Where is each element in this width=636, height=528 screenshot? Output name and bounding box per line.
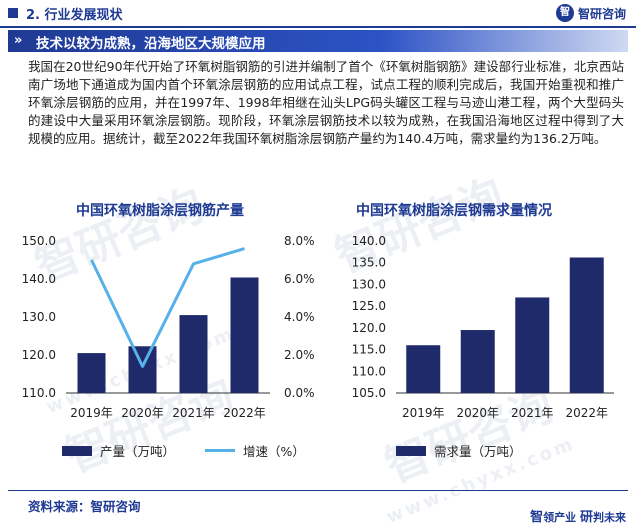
section-square-icon [8,8,18,18]
y-tick-label: 115.0 [352,343,386,357]
y2-tick-label: 2.0% [284,348,315,362]
x-tick-label: 2020年 [456,406,499,420]
section-title: 2. 行业发展现状 [26,4,123,23]
x-tick-label: 2022年 [565,406,608,420]
chart2-title: 中国环氧树脂涂层钢需求量情况 [356,200,552,220]
y2-tick-label: 8.0% [284,234,315,248]
bar [231,277,259,393]
y-tick-label: 110.0 [22,386,56,400]
legend-label: 产量（万吨） [100,441,175,460]
slogan-text: 领产业 [543,511,576,524]
footer-divider [8,490,628,491]
x-tick-label: 2020年 [121,406,164,420]
x-tick-label: 2019年 [402,406,445,420]
y-tick-label: 130.0 [22,310,56,324]
body-paragraph: 我国在20世纪90年代开始了环氧树脂钢筋的引进并编制了首个《环氧树脂钢筋》建设部… [28,58,624,148]
y-tick-label: 130.0 [352,277,386,291]
legend-item-bar: 产量（万吨） [62,441,175,460]
legend-bar-swatch [396,446,426,456]
banner-title: 技术以较为成熟，沿海地区大规模应用 [36,32,266,52]
y-tick-label: 110.0 [352,364,386,378]
chart1-legend: 产量（万吨） 增速（%） [62,441,335,460]
legend-item-line: 增速（%） [205,441,305,460]
slogan-char: 智 [530,510,543,525]
legend-item-bar: 需求量（万吨） [396,441,522,460]
x-tick-label: 2021年 [511,406,554,420]
y-tick-label: 150.0 [22,234,56,248]
legend-label: 需求量（万吨） [434,441,522,460]
y2-tick-label: 0.0% [284,386,315,400]
y-tick-label: 125.0 [352,299,386,313]
y2-tick-label: 6.0% [284,272,315,286]
bar [78,353,106,393]
slogan: 智领产业 研判未来 [530,506,626,525]
y2-tick-label: 4.0% [284,310,315,324]
slogan-char: 研 [580,510,593,525]
double-chevron-icon: » [14,33,22,48]
bar [570,258,604,393]
bar [406,345,440,393]
demand-chart: 105.0 110.0 115.0 120.0 125.0 130.0 135.0 140.0… [318,225,636,450]
header-bar: 2. 行业发展现状 智 智研咨询 [0,0,636,28]
bar [461,330,495,393]
brand-logo: 智 智研咨询 [556,4,626,22]
legend-label: 增速（%） [243,441,305,460]
subtitle-banner: » 技术以较为成熟，沿海地区大规模应用 [8,30,628,52]
y-tick-label: 135.0 [352,256,386,270]
legend-bar-swatch [62,446,92,456]
legend-line-swatch [205,449,235,452]
y-tick-label: 120.0 [352,321,386,335]
y-tick-label: 105.0 [352,386,386,400]
bar [515,297,549,393]
slogan-text: 判未来 [593,511,626,524]
growth-line [92,249,245,367]
x-tick-label: 2019年 [70,406,113,420]
y-tick-label: 140.0 [22,272,56,286]
logo-name: 智研咨询 [578,5,626,22]
source-note: 资料来源：智研咨询 [28,496,141,515]
bar [129,346,157,393]
bar [180,315,208,393]
production-chart: 110.0 120.0 130.0 140.0 150.0 0.0% 2.0% 4.0% 6.0… [0,225,318,450]
x-tick-label: 2022年 [223,406,266,420]
chart2-legend: 需求量（万吨） [396,441,552,460]
logo-icon: 智 [556,4,574,22]
chart1-title: 中国环氧树脂涂层钢筋产量 [76,200,244,220]
y-tick-label: 140.0 [352,234,386,248]
x-tick-label: 2021年 [172,406,215,420]
y-tick-label: 120.0 [22,348,56,362]
